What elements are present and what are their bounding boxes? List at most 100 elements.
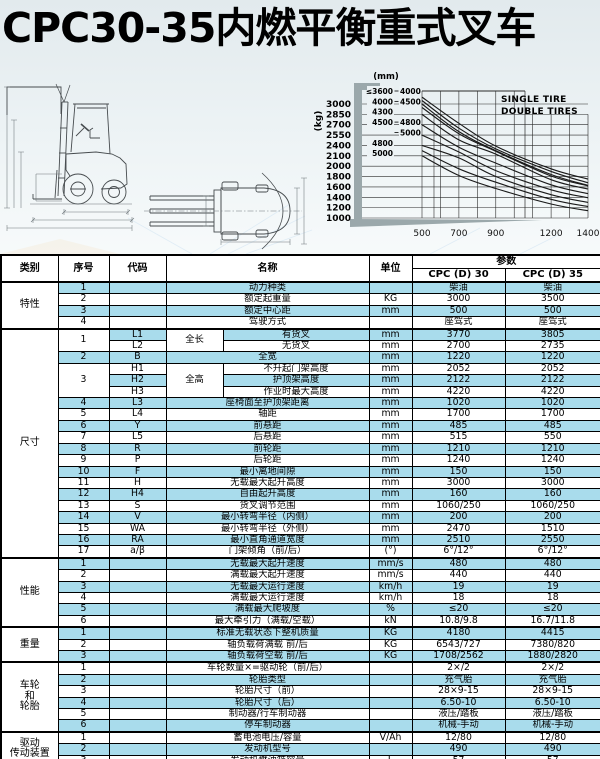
unit-cell [368,743,413,756]
spec-row: 15 WA 最小转弯半径（外侧） mm 2470 1510 [1,522,600,535]
unit-cell: km/h [368,591,413,605]
mast-height-label-double: 4500 [400,97,421,106]
value-cpc30-cell: 2052 [411,362,506,376]
value-cpc35-cell: 1880/2820 [504,650,600,663]
mast-height-label-double: 4000 [400,87,421,96]
capacity-curve [421,144,589,204]
forklift-technical-drawings [0,83,561,254]
value-cpc30-cell: 6.50-10 [411,696,506,710]
code-cell: L5 [108,431,167,444]
value-cpc35-cell: 柴油 [504,281,600,295]
value-cpc35-cell: 200 [504,511,600,524]
seq-cell: 3 [57,580,110,593]
spec-row: 驱动 传动装置 1 蓄电池电压/容量 V/Ah 12/80 12/80 [0,730,600,759]
name-cell: 满载最大起升速度 [165,569,370,582]
value-cpc35-cell: 150 [504,465,600,478]
name-cell: 制动器/行车制动器 [165,708,370,721]
header-unit: 单位 [368,254,413,283]
code-cell [108,673,167,687]
unit-cell: mm [368,442,413,456]
capacity-curve [421,103,589,186]
spec-row: 14 V 最小转弯半径（内侧） mm 200 200 [1,511,600,524]
seq-cell: 1 [57,556,110,571]
value-cpc30-cell: 150 [411,465,506,478]
spec-table-body: 特性 1 动力种类 柴油 柴油 2 额定起重量 KG 3000 3500 3 额定中心距 mm 500 50… [0,281,600,759]
seq-cell: 11 [57,476,110,490]
unit-cell [368,316,413,330]
value-cpc35-cell: 1510 [504,522,600,535]
mast-height-label-single: 4300 [372,108,393,117]
value-cpc35-cell: 2550 [504,533,600,547]
value-cpc35-cell: 2122 [504,374,600,387]
unit-cell: mm [368,511,413,524]
unit-cell: mm [368,533,413,547]
code-cell: L1 [108,327,167,342]
capacity-curve [421,96,589,180]
value-cpc30-cell: 2510 [411,533,506,547]
unit-cell: KG [368,293,413,306]
category-cell: 驱动 传动装置 [0,730,59,759]
code-cell [108,569,167,582]
spec-row: 6 Y 前悬距 mm 485 485 [1,419,600,433]
seq-cell: 1 [57,730,110,745]
name-cell: 轮胎类型 [165,673,370,687]
mast-height-label-double: 4800 [400,118,421,127]
value-cpc35-cell: 16.7/11.8 [504,614,600,628]
value-cpc35-cell: 4415 [504,626,600,640]
name-cell: 轴负载荷空载 前/后 [165,650,370,663]
name-cell: 有货叉 [222,327,370,342]
x-tick-label: 500 [413,229,430,239]
value-cpc30-cell: ≤20 [411,603,506,616]
name-cell: 轴负载荷满载 前/后 [165,638,370,652]
unit-cell: kN [368,614,413,628]
spec-row: H2 护顶架高度 mm 2122 2122 [1,374,600,387]
spec-row: 6 最大牵引力（满载/空载） kN 10.8/9.8 16.7/11.8 [1,614,600,628]
name-cell: 发动机型号 [165,743,370,756]
unit-cell: mm [368,408,413,421]
unit-cell: mm [368,327,413,342]
value-cpc35-cell: ≤20 [504,603,600,616]
code-cell [108,638,167,652]
spec-row: 5 满载最大爬坡度% ≤20 ≤20 [1,603,600,616]
code-cell: H1 [108,362,167,376]
value-cpc30-cell: 12/80 [411,730,506,745]
seq-cell: 14 [57,511,110,524]
spec-row: 2 轮胎类型 充气胎 充气胎 [1,673,600,687]
header-model-cpc35: CPC (D) 35 [504,268,600,283]
value-cpc35-cell: 500 [504,304,600,318]
code-cell: P [108,454,167,467]
code-cell: H3 [108,385,167,399]
name-cell: 发动机燃油箱容量 [165,754,370,759]
name-cell: 前轮距 [165,442,370,456]
y-tick-label: 2550 [326,131,351,141]
spec-row: L2 无货叉 mm 2700 2735 [1,340,600,353]
code-cell [108,730,167,745]
code-cell [108,580,167,593]
unit-cell: mm/s [368,569,413,582]
code-cell [108,614,167,628]
unit-cell: mm [368,465,413,478]
spec-row: 3 轴负载荷空载 前/后 KG 1708/2562 1880/2820 [1,650,600,663]
value-cpc35-cell: 1700 [504,408,600,421]
header-seq: 序号 [57,254,110,283]
value-cpc35-cell: 2052 [504,362,600,376]
name-cell: 满载最大爬坡度 [165,603,370,616]
code-cell: WA [108,522,167,535]
code-cell [108,281,167,295]
name-cell: 额定起重量 [165,293,370,306]
value-cpc30-cell: 1240 [411,454,506,467]
value-cpc35-cell: 1220 [504,351,600,364]
forklift-side-view-drawing [6,83,128,205]
code-cell: H4 [108,488,167,501]
unit-cell: mm [368,351,413,364]
seq-cell: 3 [57,304,110,318]
value-cpc30-cell: 柴油 [411,281,506,295]
code-cell: H [108,476,167,490]
value-cpc35-cell: 57 [504,754,600,759]
category-cell: 车轮 和 轮胎 [0,661,59,733]
unit-cell [368,708,413,721]
y-tick-label: 2100 [326,152,351,162]
capacity-curve [421,155,589,212]
seq-cell: 17 [57,545,110,559]
